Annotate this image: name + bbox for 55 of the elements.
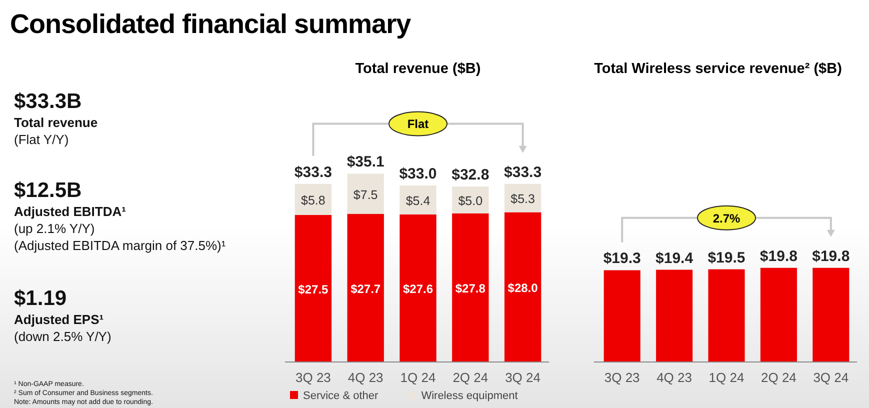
bar (347, 174, 384, 214)
total-label: $32.8 (452, 166, 490, 184)
data-label: $19.3 (603, 250, 641, 268)
x-tick-label: 3Q 23 (295, 370, 331, 385)
chart-title: Total Wireless service revenue² ($B) (594, 61, 842, 77)
text: (Flat Y/Y) (14, 132, 69, 147)
data-label: $19.4 (656, 250, 694, 267)
x-tick-label: 3Q 24 (505, 370, 541, 385)
text: Consolidated financial summary (10, 9, 412, 39)
x-tick-label: 3Q 23 (604, 370, 640, 385)
chart-title: Total revenue ($B) (355, 61, 481, 77)
x-tick-label: 2Q 24 (760, 370, 796, 385)
data-label: $7.5 (353, 188, 378, 202)
x-tick-label: 4Q 23 (656, 370, 692, 385)
data-label: $27.8 (455, 282, 486, 296)
bar (400, 214, 436, 362)
data-label: $27.7 (350, 282, 381, 296)
bar (294, 214, 332, 362)
legend-label: Service & other (303, 390, 379, 402)
x-tick-label: 2Q 24 (452, 370, 488, 385)
data-label: $19.8 (812, 248, 850, 265)
text: (up 2.1% Y/Y) (14, 221, 95, 236)
bar (294, 184, 332, 215)
x-tick-label: 1Q 24 (708, 370, 744, 385)
x-tick-label: 1Q 24 (400, 370, 436, 385)
x-tick-label: 3Q 24 (813, 370, 849, 385)
bar (400, 185, 436, 214)
text: Adjusted EPS¹ (14, 312, 104, 327)
text: $33.3B (14, 90, 82, 113)
x-tick-label: 4Q 23 (348, 370, 384, 385)
text: (Adjusted EBITDA margin of 37.5%)¹ (14, 238, 226, 253)
data-label: $5.4 (406, 194, 430, 208)
total-label: $33.3 (504, 164, 542, 181)
text: Flat (407, 117, 429, 132)
data-label: $27.6 (402, 282, 434, 296)
total-label: $33.3 (294, 164, 332, 181)
text: 2.7% (712, 211, 740, 226)
total-label: $33.0 (399, 165, 437, 182)
data-label: $19.8 (760, 248, 798, 265)
data-label: $5.3 (510, 192, 536, 206)
legend-label: Wireless equipment (421, 390, 518, 402)
data-label: $5.0 (458, 194, 483, 208)
bar (347, 214, 384, 362)
bar (504, 212, 542, 362)
data-label: $5.8 (301, 193, 326, 208)
text: Adjusted EBITDA¹ (14, 204, 126, 219)
data-label: $19.5 (708, 249, 746, 266)
data-label: $28.0 (508, 281, 538, 296)
text: $1.19 (14, 287, 67, 310)
data-label: $27.5 (298, 282, 329, 296)
text: Total revenue (14, 115, 98, 130)
bar (452, 213, 489, 362)
text: $12.5B (14, 179, 82, 202)
total-label: $35.1 (346, 154, 384, 171)
text: (down 2.5% Y/Y) (14, 329, 112, 344)
